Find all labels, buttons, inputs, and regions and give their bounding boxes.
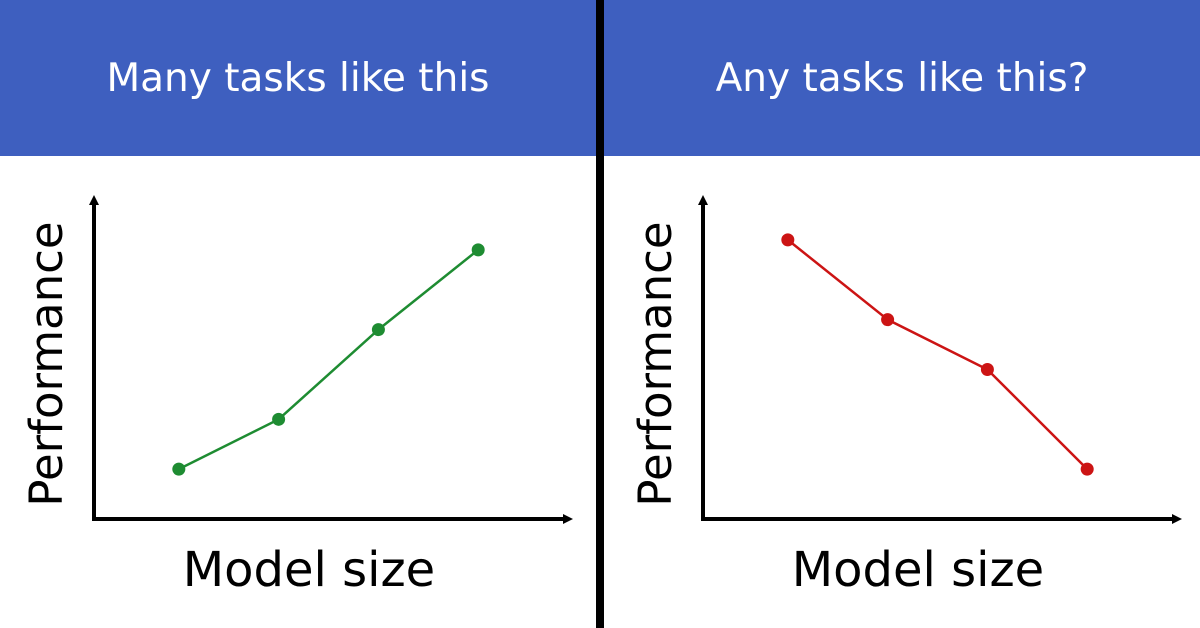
data-point xyxy=(371,323,385,337)
y-axis-label: Performance xyxy=(20,221,73,506)
panel-divider xyxy=(596,0,604,628)
right-chart: Model size Performance xyxy=(629,195,1182,598)
left-panel: Many tasks like this Model size Performa… xyxy=(0,0,596,628)
x-axis-label: Model size xyxy=(183,542,435,598)
data-point xyxy=(881,313,895,327)
series-line xyxy=(787,238,1089,471)
data-point xyxy=(172,462,186,476)
y-axis-label: Performance xyxy=(629,221,682,506)
data-point xyxy=(272,412,286,426)
data-point xyxy=(781,233,795,247)
data-point xyxy=(1080,462,1094,476)
data-point xyxy=(980,362,994,376)
series-marks xyxy=(172,243,485,476)
right-panel: Any tasks like this? Model size Performa… xyxy=(604,0,1200,628)
data-point xyxy=(471,243,485,257)
series-line xyxy=(178,248,479,471)
left-panel-title: Many tasks like this xyxy=(0,0,596,156)
x-axis-label: Model size xyxy=(792,542,1044,598)
left-chart: Model size Performance xyxy=(20,195,573,598)
series-marks xyxy=(781,233,1094,476)
right-panel-title: Any tasks like this? xyxy=(604,0,1200,156)
